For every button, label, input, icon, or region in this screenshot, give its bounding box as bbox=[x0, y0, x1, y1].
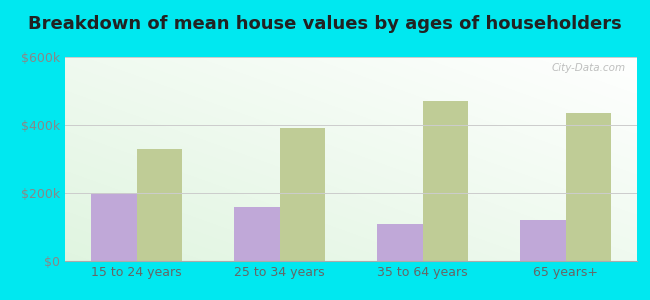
Bar bbox=[136, 149, 182, 261]
Bar bbox=[91, 193, 136, 261]
Bar bbox=[566, 113, 611, 261]
Text: City-Data.com: City-Data.com bbox=[551, 63, 625, 73]
Bar bbox=[234, 207, 280, 261]
Bar bbox=[520, 220, 566, 261]
Bar bbox=[280, 128, 325, 261]
Bar bbox=[422, 101, 468, 261]
Bar bbox=[377, 224, 423, 261]
Text: Breakdown of mean house values by ages of householders: Breakdown of mean house values by ages o… bbox=[28, 15, 622, 33]
